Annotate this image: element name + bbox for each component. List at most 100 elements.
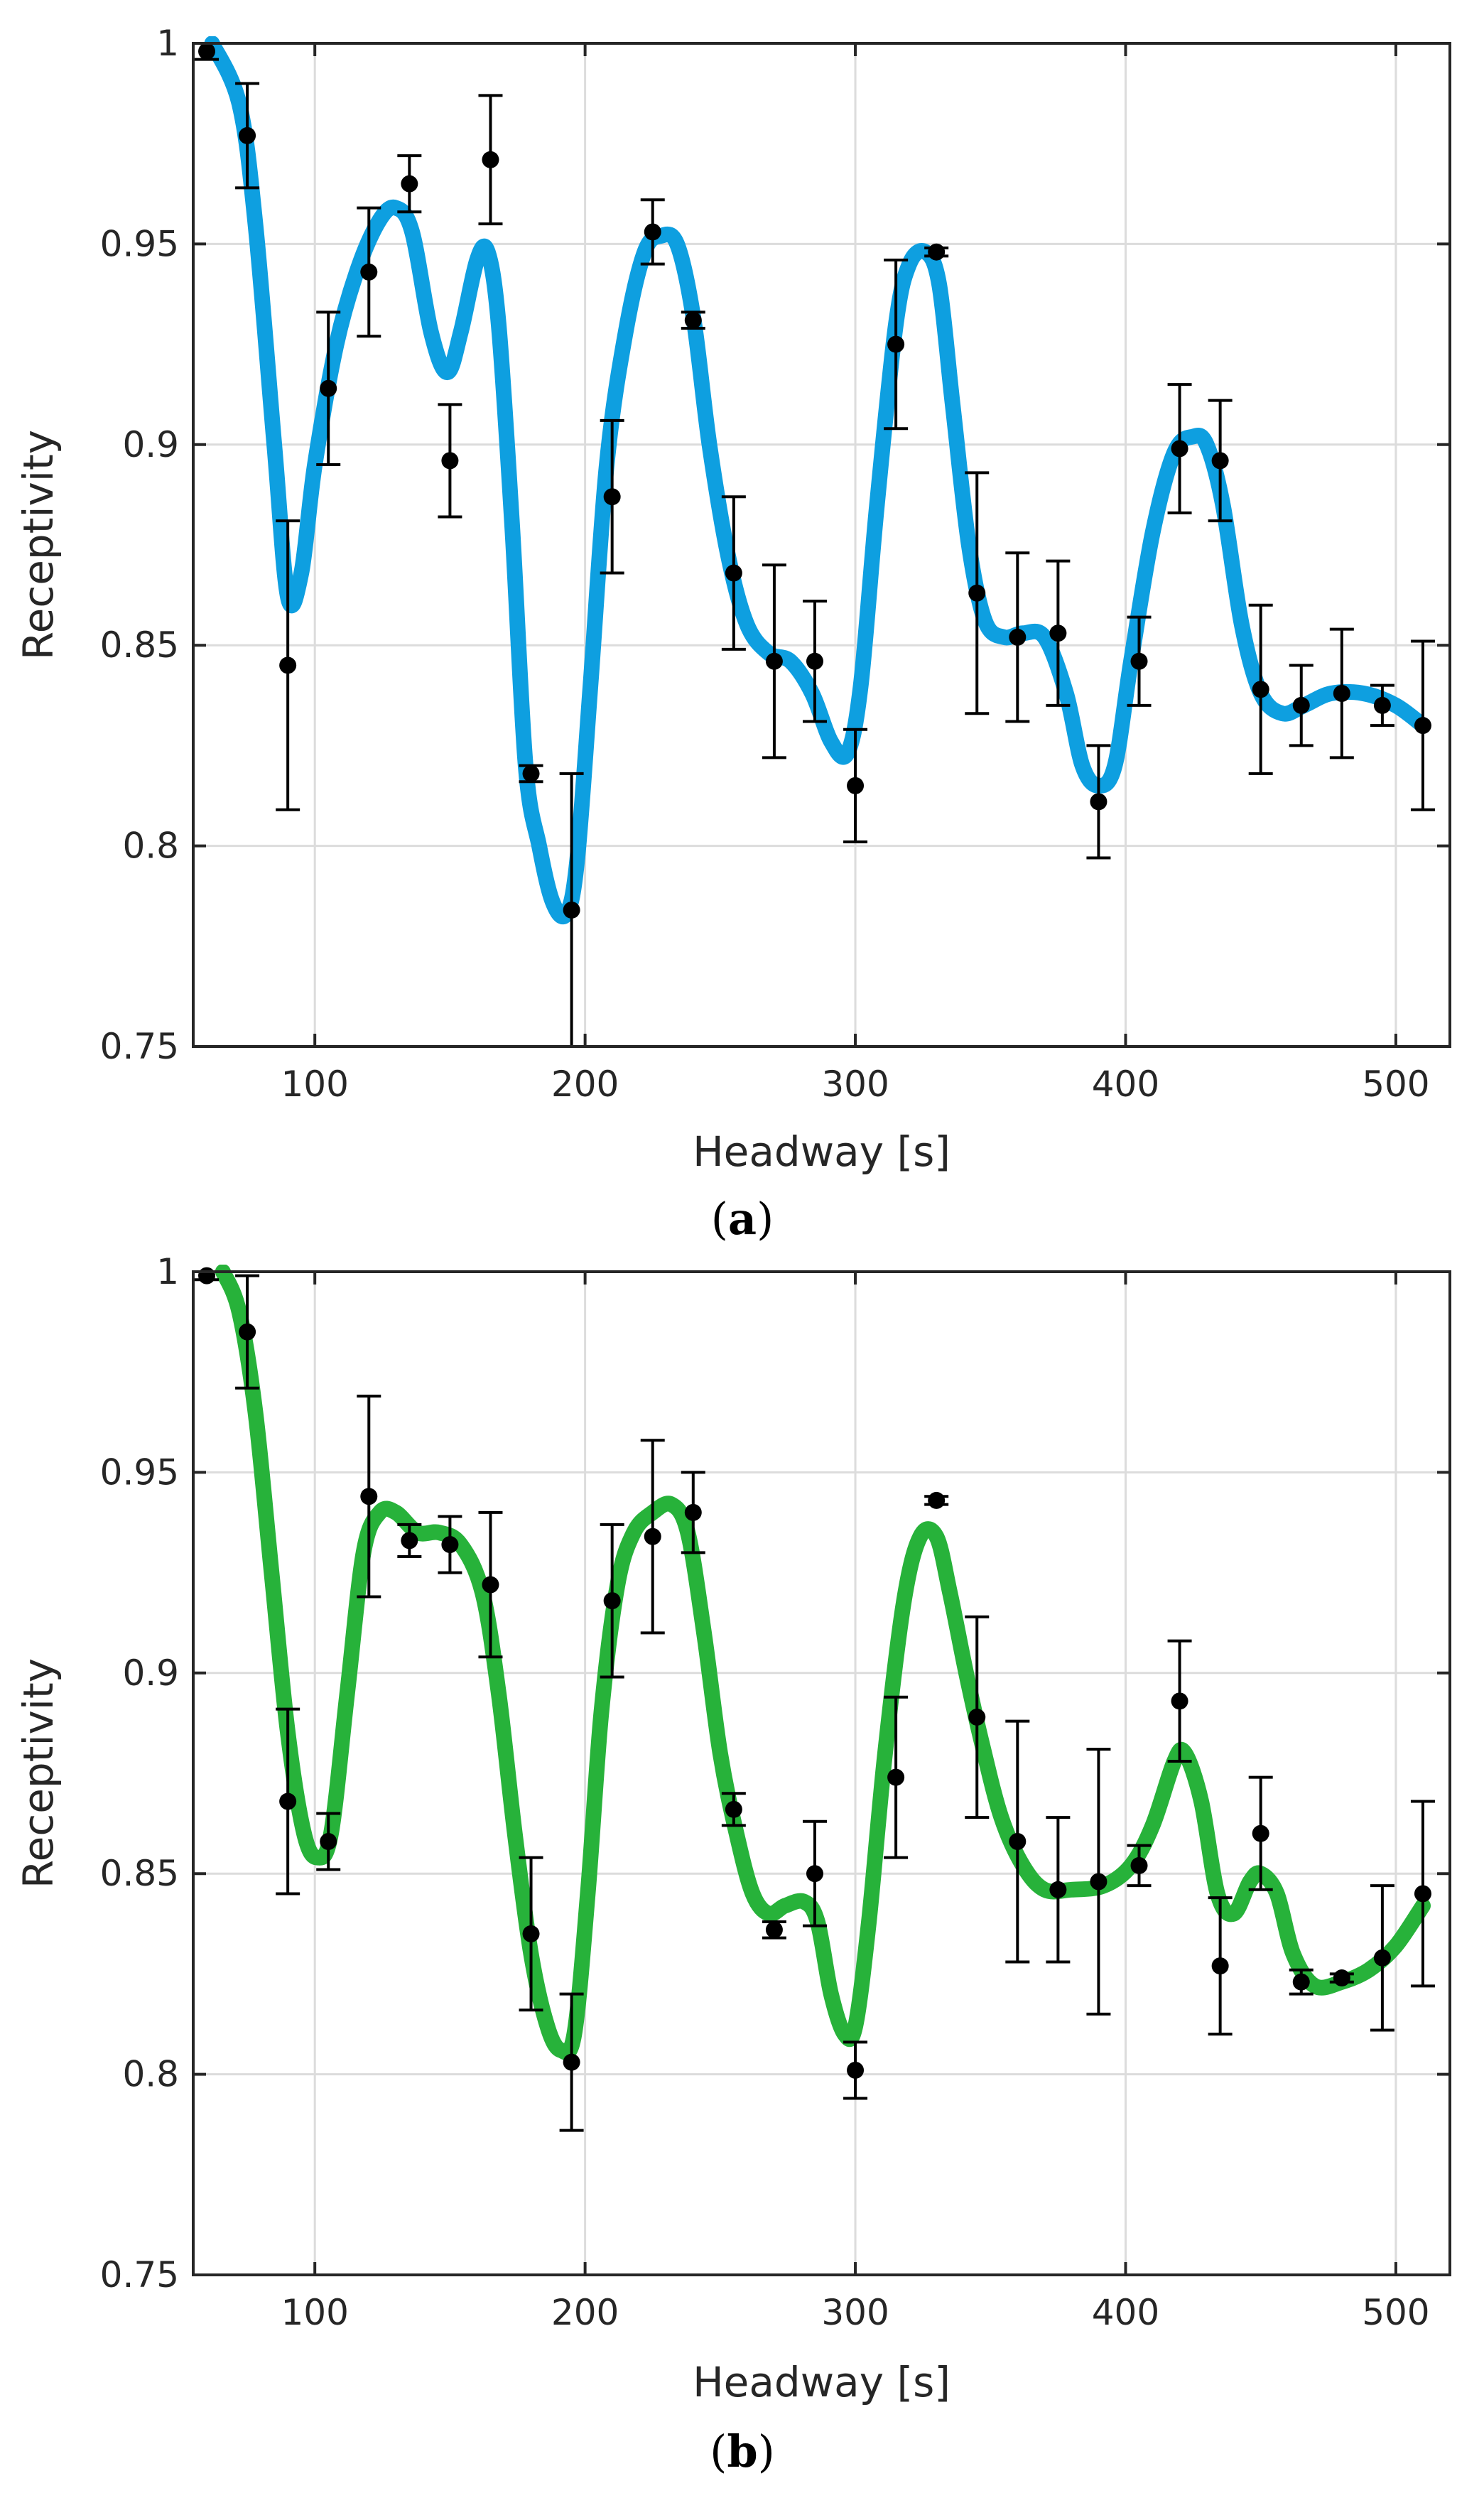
y-tick-label: 0.8 [122, 826, 179, 867]
x-tick-label: 200 [551, 1064, 619, 1105]
ticks: 100 200 300 400 500 0.75 0.8 0.85 0.9 0.95 1 [100, 1251, 1450, 2333]
axes-box [192, 42, 1451, 1048]
data-point [1171, 1692, 1188, 1710]
x-tick-label: 100 [281, 1064, 348, 1105]
y-tick-label: 0.95 [100, 1451, 179, 1493]
plot-area [193, 43, 1450, 1047]
data-point [239, 1323, 256, 1341]
plot-area [193, 1272, 1450, 2275]
data-point [1333, 684, 1350, 702]
data-point [1049, 1881, 1067, 1898]
data-point [239, 126, 256, 144]
panel-b: 100 200 300 400 500 0.75 0.8 0.85 0.9 0.95 1 Headwa… [14, 1251, 1451, 2477]
data-points [198, 43, 1431, 919]
panel-label-letter: a [728, 1193, 757, 1245]
data-point [441, 452, 459, 470]
y-tick-label: 0.95 [100, 223, 179, 264]
data-point [563, 2053, 580, 2071]
data-point [1211, 452, 1229, 470]
data-point [482, 151, 499, 168]
x-tick-label: 200 [551, 2292, 619, 2333]
axes-box [192, 1270, 1451, 2276]
data-point [360, 1488, 378, 1505]
data-point [1414, 717, 1431, 735]
x-tick-label: 300 [821, 2292, 889, 2333]
data-point [320, 379, 337, 397]
x-tick-label: 500 [1362, 1064, 1429, 1105]
panel-label: (b) [710, 2426, 775, 2477]
data-point [603, 1592, 621, 1610]
data-point [928, 1491, 946, 1509]
data-point [1009, 1833, 1027, 1851]
data-point [401, 175, 418, 193]
data-point [1292, 696, 1310, 714]
data-point [320, 1833, 337, 1851]
data-point [1333, 1969, 1350, 1987]
y-tick-label: 0.85 [100, 1853, 179, 1894]
data-point [847, 777, 865, 794]
panel-label-close: ) [757, 1193, 774, 1245]
data-point [603, 488, 621, 506]
panel-label: (a) [711, 1193, 774, 1245]
y-tick-label: 0.75 [100, 2254, 179, 2295]
data-point [1130, 1856, 1148, 1874]
panel-label-open: ( [710, 2426, 727, 2477]
data-point [1252, 681, 1269, 698]
data-point [1292, 1973, 1310, 1991]
data-point [1211, 1957, 1229, 1975]
data-point [1373, 1949, 1391, 1967]
fit-curve [204, 36, 1431, 924]
data-point [887, 1768, 905, 1786]
data-point [522, 764, 540, 782]
data-point [198, 1267, 216, 1285]
data-points [198, 1267, 1431, 2079]
y-axis-label: Receptivity [14, 430, 63, 660]
y-tick-label: 1 [156, 23, 179, 64]
data-point [279, 1792, 297, 1810]
data-point [360, 263, 378, 281]
panel-label-letter: b [727, 2426, 757, 2477]
x-tick-label: 400 [1092, 1064, 1159, 1105]
data-point [1171, 440, 1188, 458]
data-point [482, 1576, 499, 1594]
data-point [644, 1527, 661, 1545]
data-point [279, 656, 297, 674]
data-point [1373, 696, 1391, 714]
x-tick-label: 500 [1362, 2292, 1429, 2333]
y-tick-label: 0.8 [122, 2054, 179, 2095]
ticks: 100 200 300 400 500 0.75 0.8 0.85 0.9 0.95 1 [100, 23, 1450, 1105]
data-point [928, 243, 946, 261]
data-point [806, 1865, 823, 1883]
data-point [1090, 1873, 1107, 1891]
x-tick-label: 400 [1092, 2292, 1159, 2333]
y-axis-label: Receptivity [14, 1658, 63, 1888]
x-axis-label: Headway [s] [693, 1127, 950, 1176]
y-tick-label: 0.75 [100, 1026, 179, 1067]
data-point [765, 652, 783, 670]
data-point [1090, 793, 1107, 811]
x-axis-label: Headway [s] [693, 2358, 950, 2406]
x-tick-label: 300 [821, 1064, 889, 1105]
data-point [1009, 628, 1027, 646]
data-point [765, 1921, 783, 1939]
data-point [725, 564, 742, 582]
data-point [1414, 1885, 1431, 1903]
data-point [644, 223, 661, 241]
x-tick-label: 100 [281, 2292, 348, 2333]
data-point [1049, 624, 1067, 642]
data-point [887, 335, 905, 353]
y-tick-label: 1 [156, 1251, 179, 1292]
y-tick-label: 0.9 [122, 424, 179, 465]
data-point [441, 1536, 459, 1554]
data-point [198, 43, 216, 60]
data-point [806, 652, 823, 670]
data-point [1252, 1824, 1269, 1842]
y-tick-label: 0.9 [122, 1653, 179, 1694]
data-point [684, 1503, 702, 1521]
data-point [847, 2061, 865, 2079]
panel-label-close: ) [758, 2426, 775, 2477]
data-point [968, 1708, 986, 1726]
panel-a: 100 200 300 400 500 0.75 0.8 0.85 0.9 0.95 1 Headwa… [14, 23, 1451, 1245]
data-point [563, 901, 580, 919]
